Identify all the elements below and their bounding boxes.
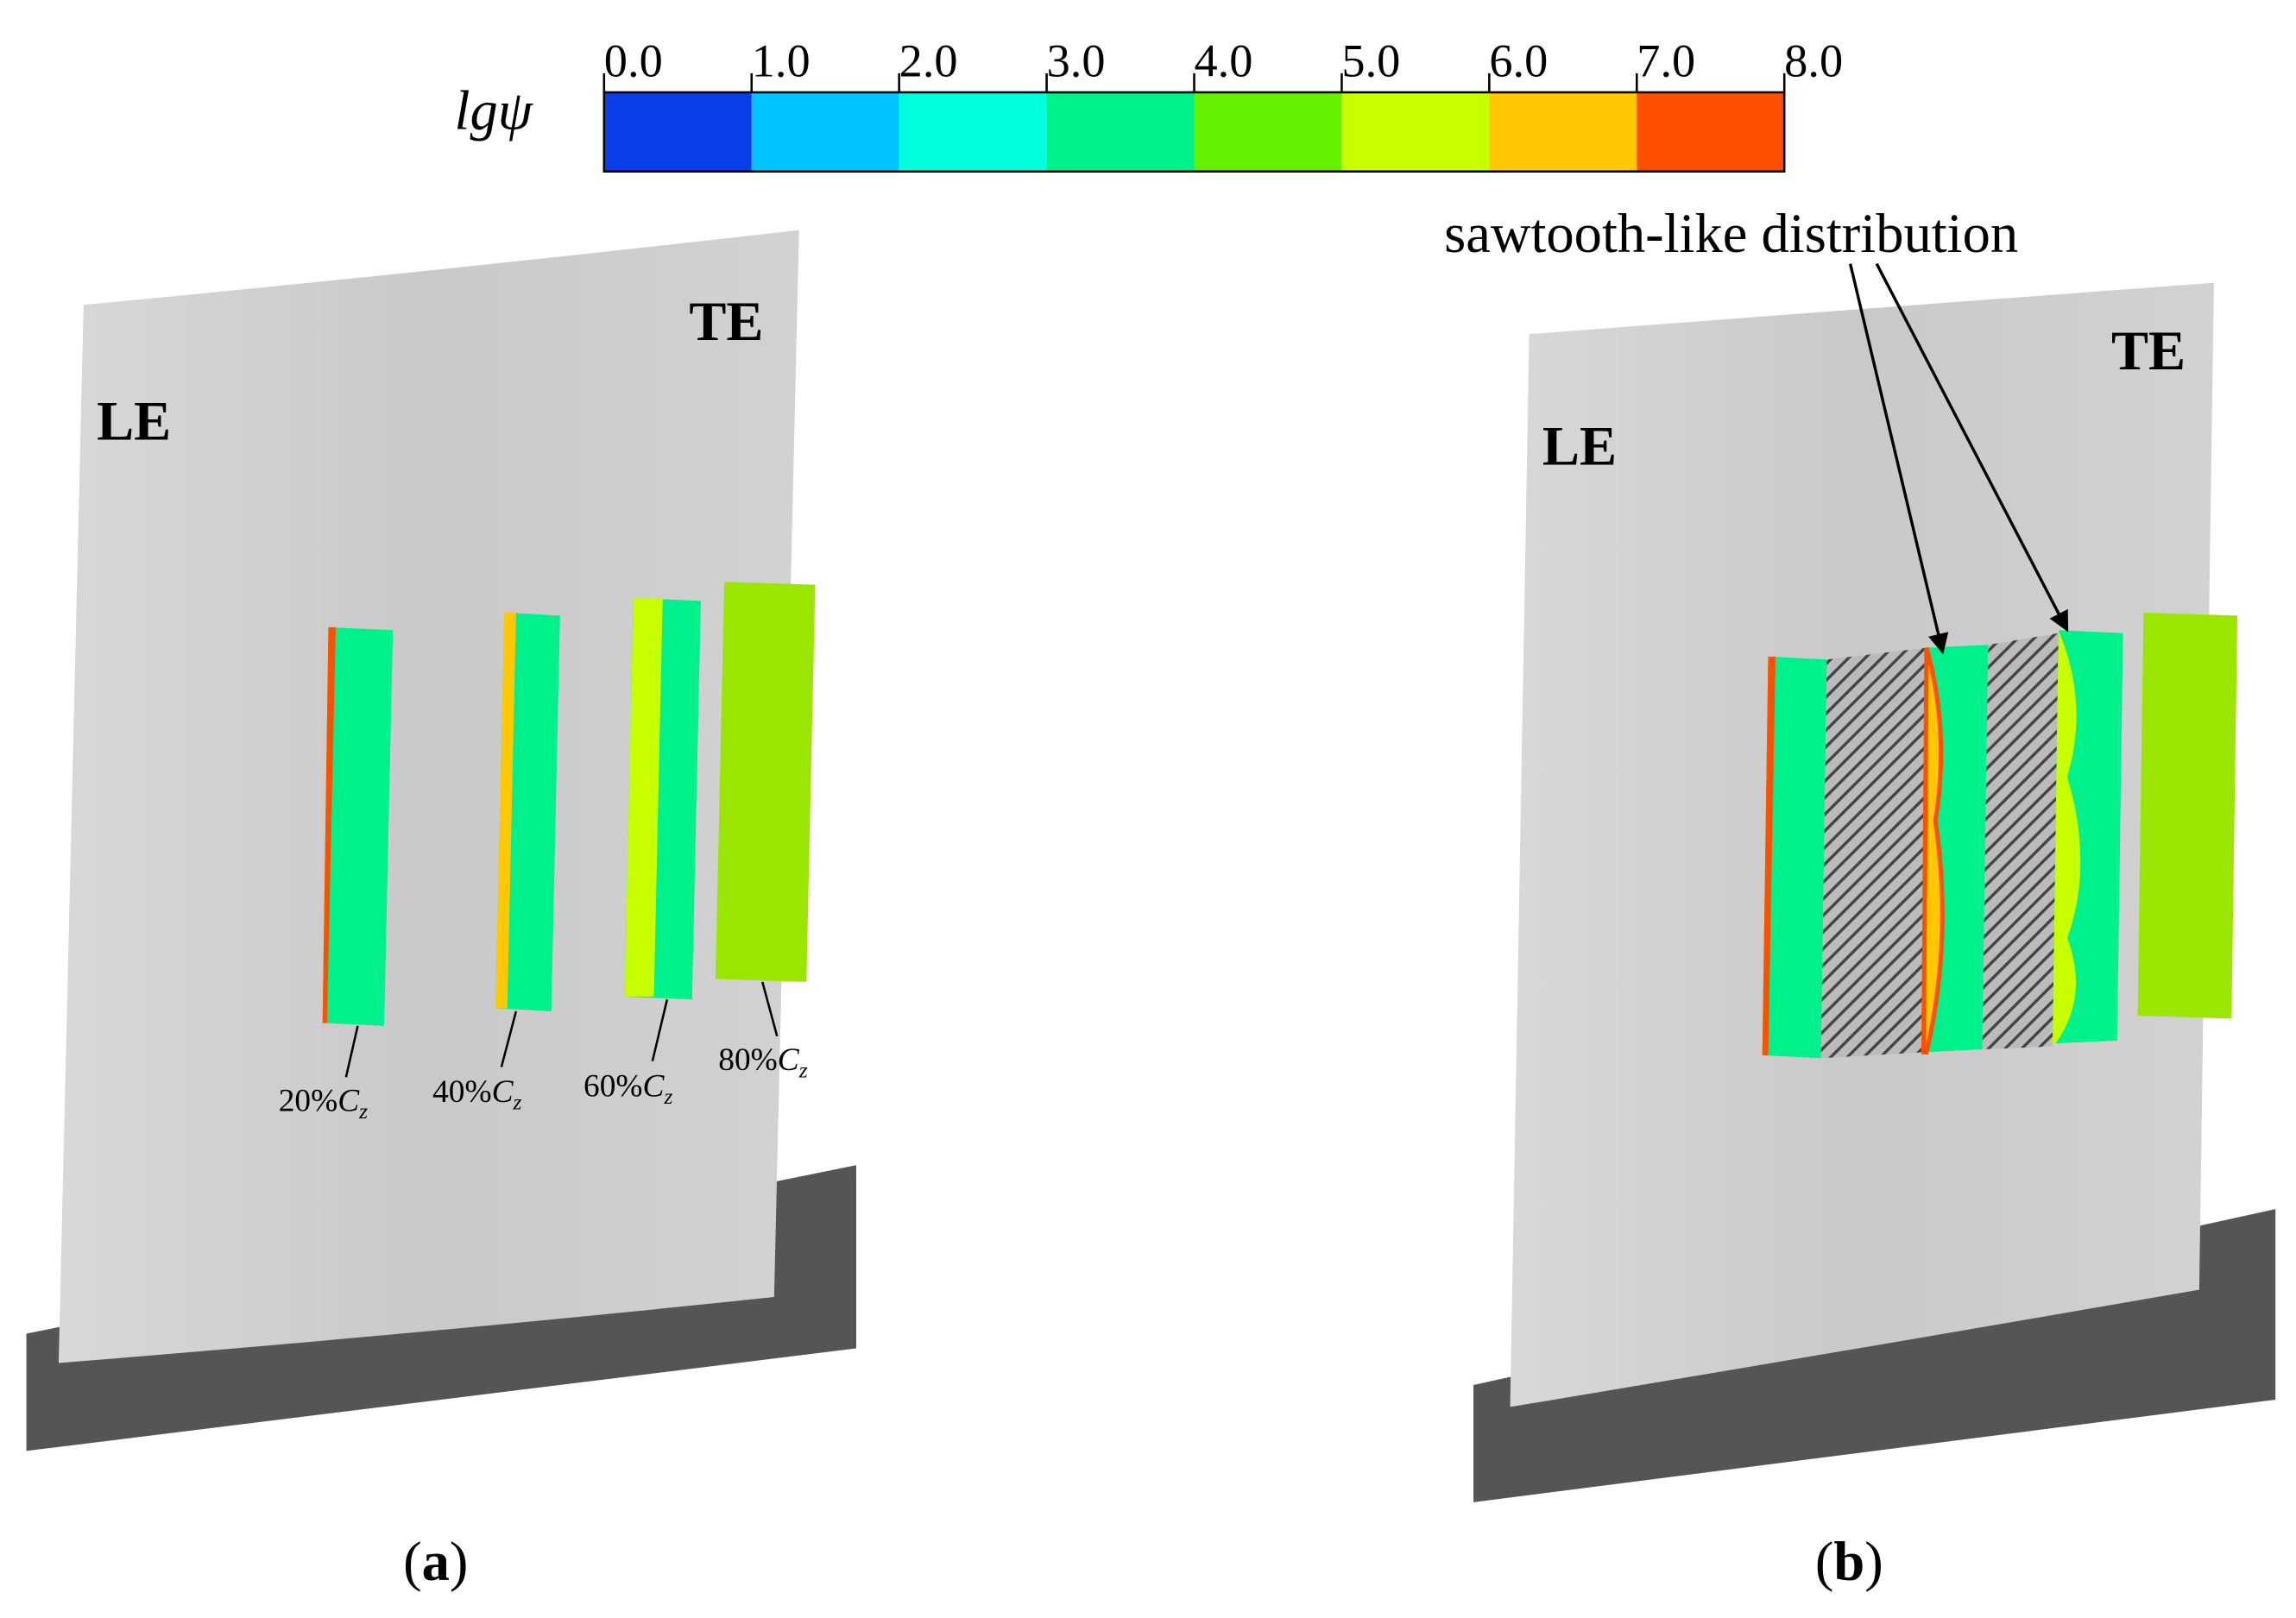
te-label: TE — [689, 290, 763, 352]
station-subscript: z — [512, 1090, 521, 1115]
strip — [2137, 612, 2238, 1019]
station-subscript: z — [663, 1084, 672, 1109]
sawtooth-edge — [1921, 647, 1945, 1055]
colorbar-tick-label: 4.0 — [1195, 35, 1253, 86]
station-label: 60%Cz — [583, 1068, 672, 1108]
hatched-region — [1820, 647, 1927, 1059]
panel-b: LE TE sawtooth-like distribution (b) — [1444, 202, 2276, 1592]
strip — [715, 582, 816, 982]
colorbar-tick-label: 0.0 — [604, 35, 663, 86]
station-subscript: z — [358, 1099, 368, 1124]
leaders — [344, 981, 779, 1078]
strip — [1762, 656, 1827, 1059]
station-prefix: 20% — [279, 1083, 337, 1118]
colorbar-label: lgψ — [455, 79, 533, 141]
colorbar-segment — [1489, 91, 1637, 172]
strip-edge — [624, 597, 663, 997]
colorbar-tick-label: 2.0 — [899, 35, 958, 86]
arrow — [1848, 263, 1949, 655]
colorbar-tick-label: 1.0 — [752, 35, 811, 86]
station-symbol: C — [337, 1083, 360, 1118]
colorbar: lgψ 0.0 1.0 2.0 3.0 4.0 5.0 6.0 7.0 8.0 — [455, 35, 1843, 173]
sawtooth-edge — [2053, 630, 2081, 1044]
arrow — [1875, 262, 2069, 633]
colorbar-tick-label: 8.0 — [1784, 35, 1843, 86]
station-prefix: 60% — [583, 1068, 642, 1104]
te-label: TE — [2111, 319, 2186, 381]
station-label: 20%Cz — [279, 1083, 368, 1123]
colorbar-tick-label: 3.0 — [1047, 35, 1106, 86]
blade — [58, 230, 799, 1363]
colorbar-segment — [1341, 91, 1490, 172]
station-subscript: z — [798, 1057, 808, 1082]
annotation: sawtooth-like distribution — [1444, 202, 2018, 264]
station-prefix: 80% — [718, 1042, 777, 1078]
station-prefix: 40% — [432, 1074, 491, 1110]
colorbar-tick-label: 6.0 — [1489, 35, 1548, 86]
le-label: LE — [97, 390, 171, 452]
station-symbol: C — [492, 1074, 514, 1110]
strip — [322, 626, 394, 1026]
colorbar-segment — [603, 91, 752, 172]
colorbar-segment — [751, 91, 899, 172]
colorbar-segment — [899, 91, 1047, 172]
caption-b: (b) — [1815, 1530, 1883, 1592]
station-label: 80%Cz — [718, 1042, 807, 1082]
station-label: 40%Cz — [432, 1074, 521, 1114]
colorbar-segment — [1194, 91, 1342, 172]
strip-edge — [1762, 656, 1776, 1055]
station-symbol: C — [643, 1068, 665, 1104]
caption-a: (a) — [403, 1530, 468, 1592]
le-label: LE — [1542, 414, 1617, 476]
colorbar-segment — [1637, 91, 1785, 172]
colorbar-tick-label: 5.0 — [1341, 35, 1400, 86]
hatched-region — [1982, 633, 2059, 1050]
colorbar-tick-label: 7.0 — [1637, 35, 1695, 86]
station-symbol: C — [778, 1042, 800, 1078]
strip-edge — [322, 626, 336, 1023]
strip-edge — [495, 612, 516, 1009]
colorbar-segment — [1046, 91, 1195, 172]
